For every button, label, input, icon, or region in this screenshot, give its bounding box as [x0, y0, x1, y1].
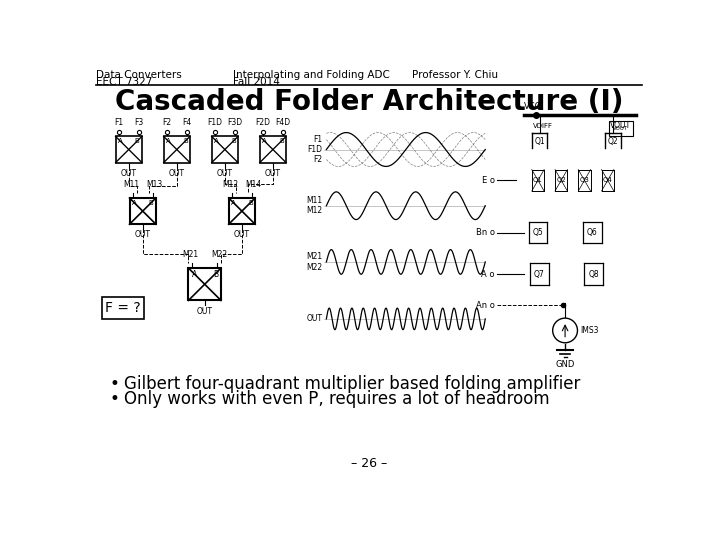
- Text: M13: M13: [146, 180, 163, 189]
- Text: OUT: OUT: [197, 307, 212, 315]
- Text: Q1: Q1: [533, 177, 543, 183]
- Text: Q7: Q7: [534, 270, 545, 279]
- Text: F3: F3: [134, 118, 143, 127]
- Text: M11
M12: M11 M12: [307, 196, 323, 215]
- Text: A: A: [214, 138, 219, 144]
- Text: OUT: OUT: [168, 168, 185, 178]
- Bar: [130, 198, 156, 224]
- Text: Q2: Q2: [557, 177, 566, 183]
- Text: OUT: OUT: [121, 168, 137, 178]
- Text: GND: GND: [555, 360, 575, 369]
- Text: Q8: Q8: [588, 270, 599, 279]
- Bar: [102, 298, 144, 319]
- Text: •: •: [110, 375, 120, 393]
- Bar: [609, 121, 632, 137]
- Text: •: •: [110, 390, 120, 408]
- Text: A: A: [262, 138, 267, 144]
- Text: M22: M22: [212, 250, 228, 259]
- Bar: [524, 165, 625, 199]
- Bar: [116, 137, 142, 163]
- Text: B: B: [149, 200, 153, 206]
- Text: EECT 7327: EECT 7327: [96, 77, 153, 87]
- Text: F2D: F2D: [256, 118, 270, 127]
- Text: F4D: F4D: [276, 118, 291, 127]
- Text: Only works with even P, requires a lot of headroom: Only works with even P, requires a lot o…: [124, 390, 550, 408]
- Text: IMS3: IMS3: [580, 326, 599, 335]
- Text: OUT: OUT: [265, 168, 281, 178]
- Text: E o: E o: [482, 176, 495, 185]
- Text: F2: F2: [162, 118, 171, 127]
- Circle shape: [553, 318, 577, 343]
- Text: – 26 –: – 26 –: [351, 457, 387, 470]
- Text: F1: F1: [114, 118, 123, 127]
- Text: A: A: [118, 138, 122, 144]
- Text: A: A: [231, 200, 236, 206]
- Text: OUT: OUT: [217, 168, 233, 178]
- Text: Q1: Q1: [534, 137, 545, 146]
- Text: F = ?: F = ?: [105, 301, 140, 315]
- Text: Q6: Q6: [587, 228, 598, 237]
- Text: B: B: [231, 138, 235, 144]
- Text: VOUT: VOUT: [611, 121, 631, 130]
- Text: M21
M22: M21 M22: [307, 252, 323, 272]
- Text: Professor Y. Chiu: Professor Y. Chiu: [412, 70, 498, 80]
- Text: Q5: Q5: [533, 228, 544, 237]
- Text: Q4: Q4: [603, 177, 613, 183]
- Bar: [189, 268, 221, 300]
- Text: B: B: [135, 138, 140, 144]
- Text: F1
F1D
F2: F1 F1D F2: [307, 134, 323, 164]
- Text: B: B: [212, 271, 218, 279]
- Text: B: B: [183, 138, 188, 144]
- Text: A o: A o: [481, 270, 495, 279]
- Text: M21: M21: [182, 250, 198, 259]
- Bar: [229, 198, 255, 224]
- Text: M11: M11: [123, 180, 139, 189]
- Text: Q2: Q2: [608, 137, 618, 146]
- Text: A: A: [132, 200, 137, 206]
- Text: F1D: F1D: [207, 118, 222, 127]
- Bar: [163, 137, 190, 163]
- Text: Fall 2014: Fall 2014: [233, 77, 280, 87]
- Text: An o: An o: [476, 301, 495, 309]
- Text: F3D: F3D: [228, 118, 243, 127]
- Text: B: B: [279, 138, 284, 144]
- Text: M14: M14: [246, 180, 261, 189]
- Text: A: A: [192, 271, 197, 279]
- Text: Q3: Q3: [580, 177, 590, 183]
- Text: VDIFF: VDIFF: [534, 123, 554, 129]
- Text: Bn o: Bn o: [475, 228, 495, 237]
- Text: OUT: OUT: [135, 231, 150, 239]
- Text: F4: F4: [182, 118, 192, 127]
- Bar: [260, 137, 286, 163]
- Text: OUT: OUT: [234, 231, 250, 239]
- Text: Data Converters: Data Converters: [96, 70, 182, 80]
- Text: VOUT: VOUT: [613, 126, 629, 131]
- Text: Interpolating and Folding ADC: Interpolating and Folding ADC: [233, 70, 390, 80]
- Text: Cascaded Folder Architecture (I): Cascaded Folder Architecture (I): [114, 88, 624, 116]
- Text: B: B: [248, 200, 253, 206]
- Text: A: A: [166, 138, 171, 144]
- Text: Gilbert four-quadrant multiplier based folding amplifier: Gilbert four-quadrant multiplier based f…: [124, 375, 580, 393]
- Text: VCC: VCC: [524, 102, 541, 111]
- Bar: [212, 137, 238, 163]
- Text: M12: M12: [222, 180, 238, 189]
- Text: OUT: OUT: [307, 314, 323, 323]
